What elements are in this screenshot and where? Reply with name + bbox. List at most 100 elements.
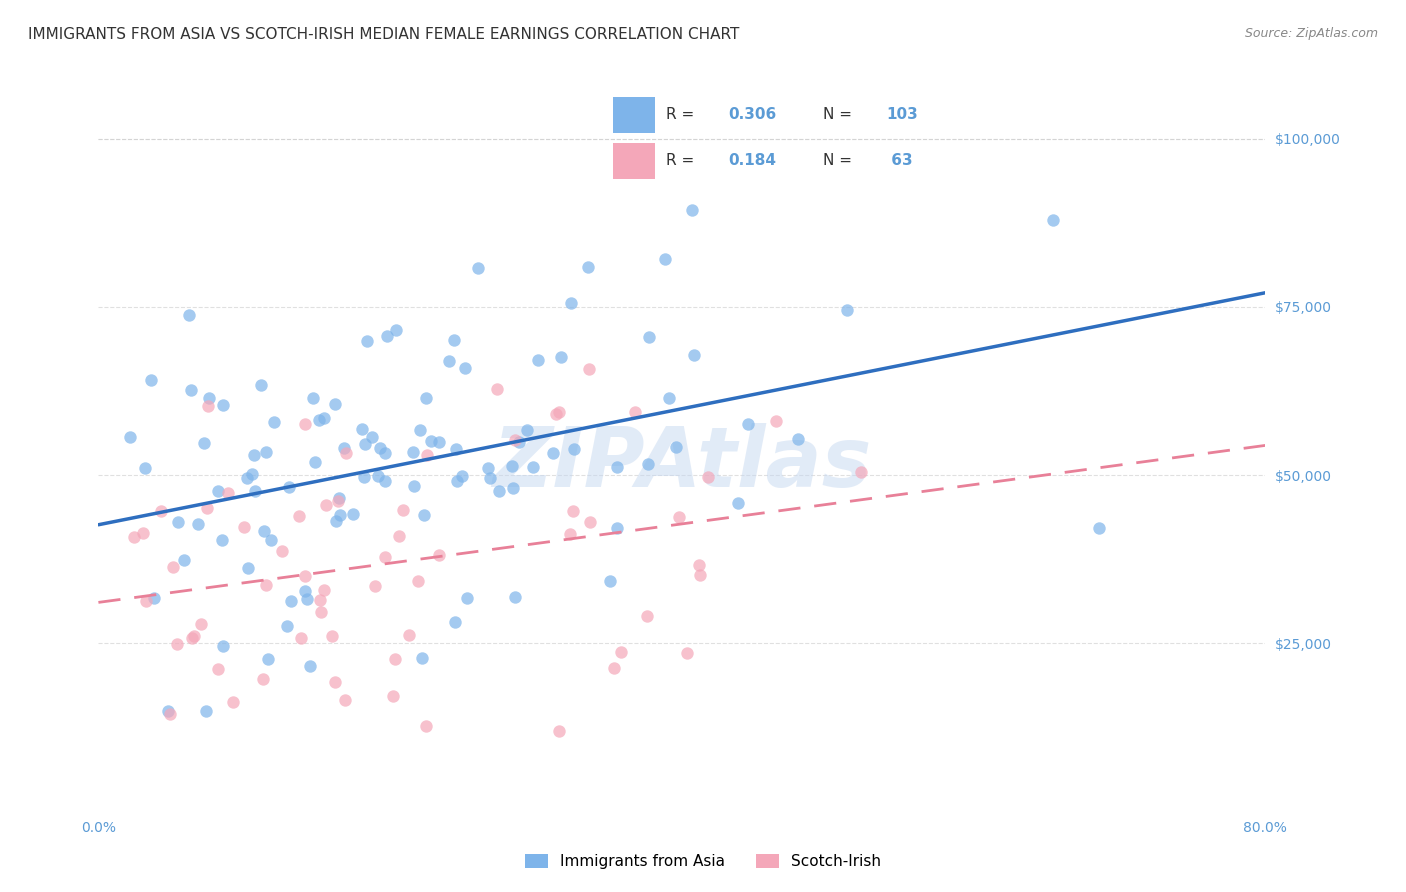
Point <box>488 484 510 499</box>
Point <box>384 651 406 665</box>
Point <box>263 415 285 429</box>
Point <box>561 504 583 518</box>
Point <box>180 383 202 397</box>
Point <box>548 405 571 419</box>
Point <box>689 567 711 582</box>
Point <box>323 397 346 411</box>
Point <box>446 474 468 488</box>
Point <box>737 417 759 432</box>
Point <box>134 461 156 475</box>
Point <box>485 382 508 396</box>
Point <box>218 485 240 500</box>
Point <box>354 437 377 451</box>
Point <box>167 515 190 529</box>
Point <box>195 500 218 515</box>
Point <box>243 483 266 498</box>
Point <box>252 672 274 686</box>
Point <box>162 559 184 574</box>
Point <box>522 460 544 475</box>
Point <box>501 458 523 473</box>
Point <box>688 558 710 572</box>
Point <box>308 592 330 607</box>
Point <box>271 544 294 558</box>
Point <box>676 647 699 661</box>
Point <box>416 448 439 462</box>
Point <box>173 553 195 567</box>
Point <box>187 517 209 532</box>
Point <box>508 434 530 449</box>
Point <box>599 574 621 589</box>
Point <box>388 529 411 543</box>
Point <box>195 704 218 718</box>
Point <box>367 469 389 483</box>
Point <box>122 530 145 544</box>
Point <box>211 398 233 412</box>
Point <box>385 323 408 337</box>
Point <box>260 533 283 548</box>
Point <box>668 510 690 524</box>
Point <box>374 474 396 488</box>
Point <box>415 391 437 405</box>
Point <box>381 689 404 703</box>
Point <box>222 695 245 709</box>
Point <box>197 400 219 414</box>
Text: IMMIGRANTS FROM ASIA VS SCOTCH-IRISH MEDIAN FEMALE EARNINGS CORRELATION CHART: IMMIGRANTS FROM ASIA VS SCOTCH-IRISH MED… <box>28 27 740 42</box>
Point <box>301 391 323 405</box>
Point <box>254 578 277 592</box>
Point <box>578 362 600 376</box>
Point <box>211 533 233 547</box>
Point <box>765 414 787 428</box>
Point <box>276 619 298 633</box>
Point <box>177 308 200 322</box>
Point <box>413 508 436 523</box>
Point <box>558 527 581 541</box>
Point <box>467 260 489 275</box>
Point <box>1042 213 1064 227</box>
Point <box>576 260 599 275</box>
Point <box>727 495 749 509</box>
Point <box>636 608 658 623</box>
Point <box>212 640 235 654</box>
Point <box>398 628 420 642</box>
Point <box>143 591 166 605</box>
Point <box>654 252 676 266</box>
Point <box>606 460 628 475</box>
Point <box>156 704 179 718</box>
Point <box>159 706 181 721</box>
Point <box>543 446 565 460</box>
Point <box>560 296 582 310</box>
Point <box>308 412 330 426</box>
Point <box>193 435 215 450</box>
Point <box>294 569 316 583</box>
Point <box>562 442 585 456</box>
Point <box>374 550 396 565</box>
Point <box>233 520 256 534</box>
Point <box>342 508 364 522</box>
Point <box>1088 521 1111 535</box>
Point <box>250 378 273 392</box>
Point <box>606 521 628 535</box>
Point <box>294 417 316 431</box>
Point <box>444 442 467 456</box>
Point <box>516 423 538 437</box>
Point <box>135 594 157 608</box>
Point <box>150 504 173 518</box>
Point <box>443 615 465 629</box>
Point <box>183 629 205 643</box>
Point <box>190 617 212 632</box>
Point <box>325 674 347 689</box>
Point <box>377 329 399 343</box>
Point <box>550 350 572 364</box>
Legend: Immigrants from Asia, Scotch-Irish: Immigrants from Asia, Scotch-Irish <box>519 848 887 875</box>
Point <box>314 582 336 597</box>
Point <box>321 629 343 643</box>
Point <box>477 461 499 475</box>
Point <box>849 465 872 479</box>
Point <box>278 480 301 494</box>
Point <box>443 333 465 347</box>
Point <box>328 491 350 506</box>
Point <box>374 446 396 460</box>
Point <box>454 361 477 376</box>
Point <box>328 493 350 508</box>
Point <box>427 435 450 450</box>
